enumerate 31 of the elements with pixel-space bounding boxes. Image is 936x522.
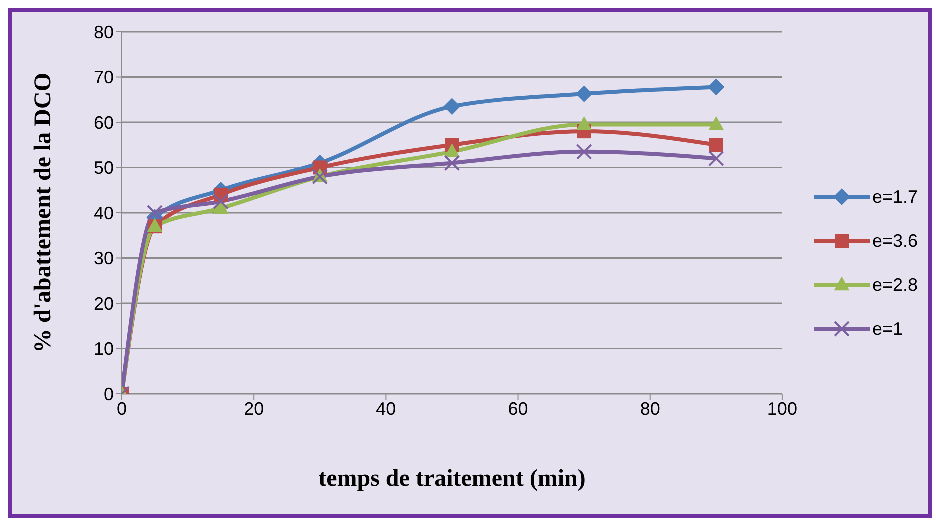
legend-label: e=1 bbox=[872, 318, 903, 340]
x-tick-label: 100 bbox=[767, 398, 798, 419]
x-tick-label: 40 bbox=[376, 398, 396, 419]
x-tick-label: 0 bbox=[116, 398, 128, 419]
point bbox=[444, 155, 460, 172]
y-tick-label: 40 bbox=[94, 203, 114, 224]
point bbox=[213, 194, 230, 210]
point bbox=[444, 98, 461, 116]
y-axis-title: % d'abattement de la DCO bbox=[30, 73, 57, 353]
point bbox=[708, 78, 725, 96]
y-tick-label: 80 bbox=[94, 22, 114, 42]
point bbox=[708, 150, 724, 167]
point bbox=[147, 205, 164, 221]
legend-label: e=2.8 bbox=[872, 274, 918, 296]
x-tick-label: 80 bbox=[640, 398, 660, 419]
x-tick-label: 20 bbox=[244, 398, 264, 419]
legend-label: e=3.6 bbox=[872, 230, 918, 252]
y-tick-label: 20 bbox=[94, 294, 114, 314]
y-tick-label: 50 bbox=[94, 158, 114, 178]
legend-label: e=1.7 bbox=[872, 186, 918, 208]
point bbox=[576, 144, 592, 160]
x-tick-label: 60 bbox=[508, 398, 528, 419]
x-axis-title: temps de traitement (min) bbox=[318, 466, 586, 492]
y-tick-label: 0 bbox=[104, 384, 114, 404]
point bbox=[576, 86, 593, 102]
point bbox=[444, 144, 460, 158]
y-tick-label: 60 bbox=[94, 112, 114, 133]
point bbox=[709, 138, 724, 152]
y-tick-label: 30 bbox=[94, 248, 114, 269]
y-tick-label: 10 bbox=[94, 339, 114, 360]
y-tick-label: 70 bbox=[94, 68, 114, 88]
